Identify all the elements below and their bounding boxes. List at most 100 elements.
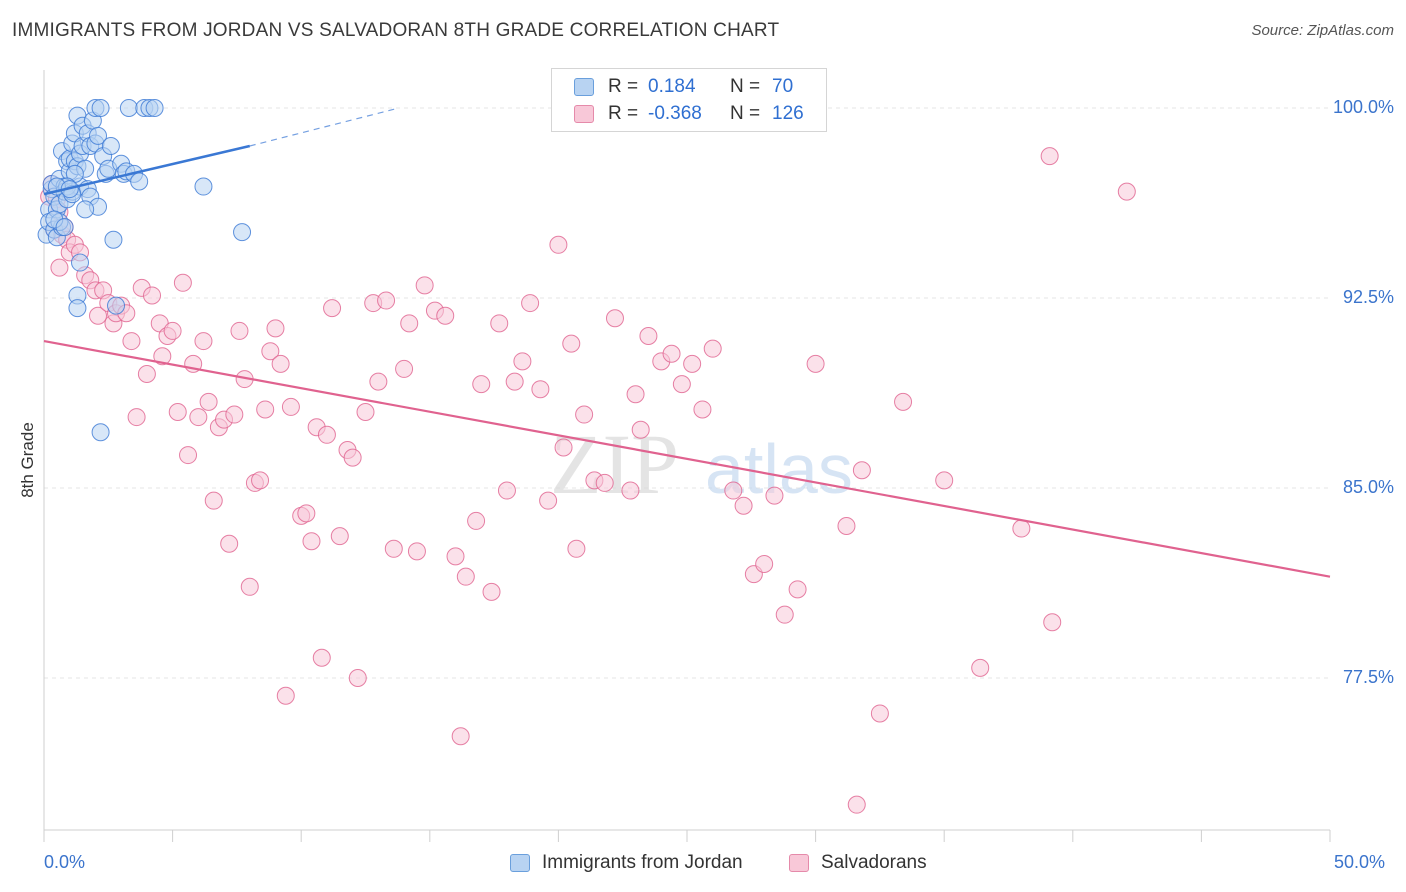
legend-r-value: 0.184 <box>648 76 696 97</box>
data-point-salvadorans <box>137 365 156 383</box>
y-tick-label: 100.0% <box>1332 97 1394 117</box>
x-tick-label-min: 0.0% <box>44 852 86 872</box>
legend-item-salvadorans[interactable]: Salvadorans <box>789 852 927 874</box>
data-point-salvadorans <box>765 486 784 505</box>
data-point-jordan <box>68 299 87 318</box>
data-point-salvadorans <box>220 534 239 553</box>
data-point-salvadorans <box>755 555 774 573</box>
data-point-salvadorans <box>323 299 342 318</box>
data-point-salvadorans <box>330 527 349 546</box>
data-point-salvadorans <box>788 580 807 599</box>
data-point-salvadorans <box>407 542 426 561</box>
data-point-jordan <box>119 99 138 117</box>
data-point-salvadorans <box>521 294 540 313</box>
data-point-salvadorans <box>415 276 434 295</box>
data-point-salvadorans <box>127 408 146 427</box>
data-point-salvadorans <box>1043 613 1062 632</box>
legend-r-label: R = <box>608 76 639 97</box>
data-point-salvadorans <box>549 235 568 254</box>
data-point-salvadorans <box>775 605 794 624</box>
data-point-salvadorans <box>497 481 516 500</box>
data-point-salvadorans <box>505 372 524 391</box>
data-point-salvadorans <box>348 669 367 687</box>
data-point-salvadorans <box>204 491 223 510</box>
data-point-salvadorans <box>734 496 753 515</box>
data-point-salvadorans <box>1040 147 1059 166</box>
data-point-salvadorans <box>312 648 331 667</box>
data-point-jordan <box>145 99 164 117</box>
data-point-jordan <box>89 126 108 145</box>
legend-row-salvadorans: R = -0.368 N = 126 <box>574 101 804 127</box>
data-point-salvadorans <box>225 405 244 424</box>
data-point-salvadorans <box>436 306 455 325</box>
grid-lines <box>44 107 1330 679</box>
data-point-salvadorans <box>153 347 172 366</box>
data-point-salvadorans <box>703 339 722 358</box>
data-point-salvadorans <box>621 481 640 500</box>
data-point-jordan <box>233 223 252 242</box>
data-point-salvadorans <box>639 327 658 345</box>
legend-swatch-pink <box>574 105 594 123</box>
data-point-salvadorans <box>297 504 316 523</box>
data-point-salvadorans <box>199 392 218 411</box>
legend-item-jordan[interactable]: Immigrants from Jordan <box>510 852 743 874</box>
chart-title: IMMIGRANTS FROM JORDAN VS SALVADORAN 8TH… <box>12 20 780 41</box>
x-tick-label-max: 50.0% <box>1334 852 1386 872</box>
data-point-salvadorans <box>626 385 645 404</box>
data-point-salvadorans <box>446 547 465 566</box>
data-point-salvadorans <box>266 319 285 338</box>
y-tick-label: 92.5% <box>1342 287 1394 307</box>
stats-legend: R = 0.184 N = 70 R = -0.368 N = 126 <box>551 68 827 132</box>
data-point-salvadorans <box>894 392 913 411</box>
data-point-salvadorans <box>256 400 275 419</box>
data-point-salvadorans <box>562 334 581 353</box>
data-point-salvadorans <box>189 408 208 427</box>
data-point-salvadorans <box>935 471 954 490</box>
legend-swatch-blue <box>510 854 530 872</box>
data-point-jordan <box>55 218 74 237</box>
data-point-salvadorans <box>852 461 871 480</box>
data-point-salvadorans <box>847 795 866 814</box>
data-point-salvadorans <box>302 532 321 551</box>
data-point-salvadorans <box>143 286 162 305</box>
y-tick-label: 77.5% <box>1342 667 1394 687</box>
data-point-salvadorans <box>251 471 270 490</box>
data-point-salvadorans <box>122 332 141 351</box>
data-point-jordan <box>107 296 126 315</box>
data-point-salvadorans <box>490 314 509 333</box>
data-point-salvadorans <box>343 448 362 467</box>
legend-r-label: R = <box>608 103 639 124</box>
data-point-salvadorans <box>971 658 990 677</box>
data-point-salvadorans <box>456 567 475 586</box>
data-point-salvadorans <box>168 403 187 421</box>
data-point-salvadorans <box>554 438 573 457</box>
data-point-salvadorans <box>194 332 213 351</box>
trend-line-jordan-extension <box>249 107 400 147</box>
legend-n-label: N = <box>730 76 761 97</box>
series-salvadorans <box>40 147 1136 814</box>
watermark: ZIP atlas <box>550 416 853 512</box>
data-point-salvadorans <box>1012 519 1031 538</box>
data-point-salvadorans <box>605 309 624 328</box>
data-point-salvadorans <box>672 375 691 394</box>
data-point-salvadorans <box>467 511 486 530</box>
data-point-jordan <box>71 253 90 272</box>
data-point-salvadorans <box>837 517 856 535</box>
data-point-salvadorans <box>356 403 375 421</box>
data-point-jordan <box>91 99 110 117</box>
data-point-salvadorans <box>531 380 550 399</box>
legend-label-jordan: Immigrants from Jordan <box>542 852 743 873</box>
data-point-jordan <box>130 172 149 191</box>
data-point-salvadorans <box>317 425 336 444</box>
data-point-salvadorans <box>271 354 290 373</box>
data-point-jordan <box>194 177 213 196</box>
data-point-salvadorans <box>281 397 300 416</box>
data-point-salvadorans <box>163 321 182 340</box>
data-point-salvadorans <box>595 473 614 492</box>
legend-n-value: 70 <box>772 76 794 97</box>
legend-swatch-pink <box>789 854 809 872</box>
data-point-salvadorans <box>240 577 259 596</box>
data-point-salvadorans <box>482 582 501 601</box>
data-point-salvadorans <box>567 539 586 558</box>
data-point-salvadorans <box>89 306 108 325</box>
